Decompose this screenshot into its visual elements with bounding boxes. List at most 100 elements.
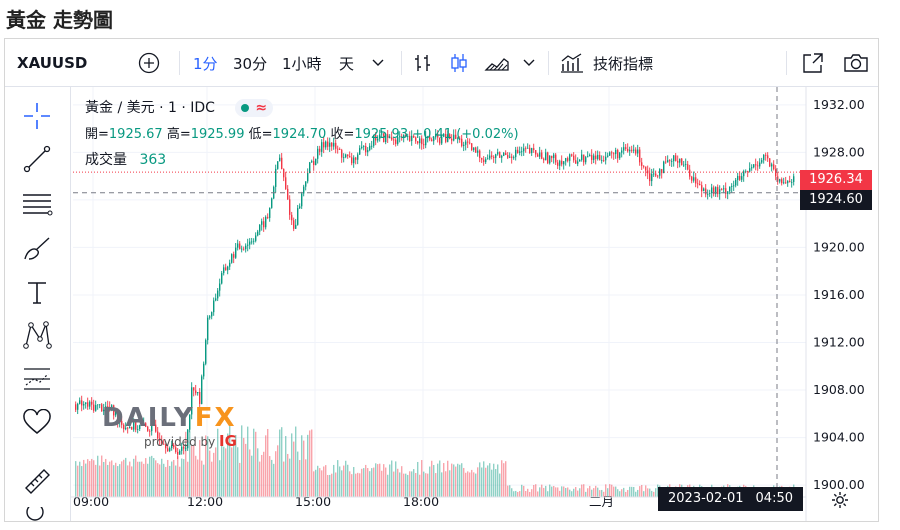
volume-bar [639, 486, 641, 497]
candle-body [555, 154, 557, 163]
volume-bar [511, 488, 513, 497]
candle-body [713, 187, 715, 195]
volume-bar [103, 461, 105, 497]
volume-bar [531, 489, 533, 497]
candle-body [491, 155, 493, 157]
forecast-icon[interactable] [19, 364, 55, 394]
add-compare-icon[interactable] [135, 39, 163, 87]
brush-icon[interactable] [19, 233, 55, 263]
volume-bar [189, 431, 191, 497]
volume-bar [627, 490, 629, 497]
candle-body [115, 411, 117, 416]
ruler-icon[interactable] [19, 466, 55, 496]
zoom-icon[interactable] [19, 507, 55, 521]
volume-bar [159, 464, 161, 497]
candle-body [387, 134, 389, 138]
favorite-icon[interactable] [19, 407, 55, 437]
volume-bar [203, 464, 205, 497]
candle-body [755, 164, 757, 166]
candle-body [163, 443, 165, 445]
volume-bar [479, 462, 481, 497]
symbol-search[interactable]: XAUUSD [17, 54, 88, 72]
candle-style-icon[interactable] [447, 39, 471, 87]
candle-body [765, 154, 767, 156]
volume-bar [347, 464, 349, 497]
candle-body [315, 158, 317, 166]
volume-bar [563, 486, 565, 497]
volume-bar [557, 487, 559, 497]
candle-body [277, 161, 279, 169]
candle-body [479, 150, 481, 158]
volume-bar [349, 471, 351, 497]
candle-body [153, 423, 155, 425]
y-tick-label: 1900.00 [813, 477, 865, 492]
fib-icon[interactable] [19, 189, 55, 219]
drawing-toolbar [5, 87, 71, 521]
candle-body [255, 235, 257, 241]
volume-bar [649, 488, 651, 497]
candle-body [549, 155, 551, 164]
candle-body [201, 376, 203, 404]
volume-bar [657, 484, 659, 497]
candle-body [329, 142, 331, 147]
volume-bar [305, 459, 307, 497]
text-icon[interactable] [19, 277, 55, 307]
market-status-badge[interactable]: ≈ [235, 99, 274, 117]
bar-style-icon[interactable] [411, 39, 435, 87]
candle-body [783, 182, 785, 184]
candle-body [727, 191, 729, 194]
volume-bar [447, 460, 449, 497]
interval-1m[interactable]: 1分 [193, 54, 218, 73]
candle-body [83, 404, 85, 406]
volume-bar [525, 491, 527, 497]
candle-body [585, 157, 587, 163]
candle-body [411, 135, 413, 141]
candle-body [657, 175, 659, 177]
candle-body [407, 135, 409, 137]
high-value: 1925.99 [190, 127, 245, 142]
volume-bar [561, 486, 563, 497]
volume-bar [455, 466, 457, 497]
interval-1d[interactable]: 天 [339, 54, 355, 73]
volume-bar [601, 489, 603, 497]
price-chart[interactable]: 1932.001928.001924.001920.001916.001912.… [71, 87, 878, 521]
area-style-icon[interactable] [483, 39, 511, 87]
volume-bar [261, 454, 263, 497]
candle-body [397, 137, 399, 144]
candle-body [439, 137, 441, 144]
camera-icon[interactable] [841, 39, 871, 87]
candle-body [485, 159, 487, 163]
candle-body [391, 137, 393, 140]
candle-body [465, 141, 467, 145]
volume-bar [95, 464, 97, 497]
volume-bar [573, 488, 575, 497]
trendline-icon[interactable] [19, 144, 55, 174]
candle-body [721, 189, 723, 190]
volume-bar [365, 464, 367, 497]
candle-body [553, 154, 555, 159]
indicators-icon[interactable] [559, 39, 585, 87]
interval-30m[interactable]: 30分 [233, 54, 268, 73]
interval-1h[interactable]: 1小時 [282, 54, 322, 73]
volume-bar [285, 436, 287, 497]
indicators-button[interactable]: 技術指標 [593, 54, 654, 73]
close-value: 1925.93 [354, 127, 409, 142]
candle-body [303, 186, 305, 194]
candle-body [703, 188, 705, 192]
pattern-icon[interactable] [19, 320, 55, 350]
candle-body [775, 169, 777, 177]
candle-body [415, 137, 417, 142]
volume-bar [273, 463, 275, 497]
candle-body [155, 424, 157, 432]
chevron-down-icon[interactable] [368, 39, 388, 87]
chevron-down-icon[interactable] [519, 39, 539, 87]
candle-body [591, 155, 593, 160]
settings-gear-icon[interactable] [831, 491, 849, 513]
fullscreen-icon[interactable] [799, 39, 827, 87]
candle-body [427, 136, 429, 138]
candle-body [337, 148, 339, 150]
crosshair-icon[interactable] [19, 101, 55, 131]
volume-bar [353, 467, 355, 497]
volume-bar [119, 464, 121, 497]
candle-body [225, 267, 227, 271]
